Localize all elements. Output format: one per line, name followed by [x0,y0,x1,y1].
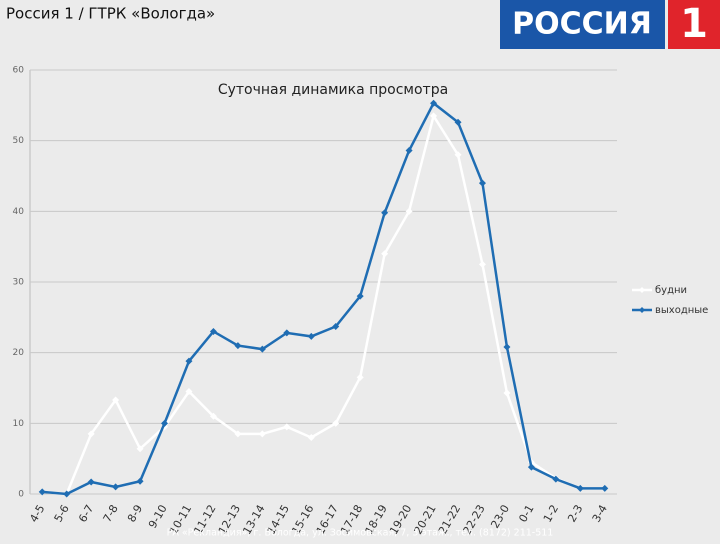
y-tick-label: 40 [13,207,25,217]
data-point [332,419,340,427]
data-point [307,433,315,441]
data-point [209,327,217,335]
legend-label: выходные [655,305,708,316]
logo-box [500,0,665,49]
data-point [381,209,389,217]
legend-label: будни [655,285,687,296]
data-point [332,323,340,331]
data-point [234,342,242,350]
legend-marker [639,287,645,293]
data-point [454,151,462,159]
data-point [283,329,291,337]
series-line [42,101,605,496]
data-point [283,423,291,431]
data-point [356,373,364,381]
logo-number: 1 [680,1,708,47]
legend-marker [639,307,645,313]
y-tick-label: 30 [13,278,25,288]
data-point [356,292,364,300]
y-tick-label: 50 [13,136,25,146]
data-point [136,445,144,453]
data-point [601,484,609,492]
page-title: Россия 1 / ГТРК «Вологда» [6,5,215,23]
data-point [405,207,413,215]
data-point [478,179,486,187]
data-point [258,345,266,353]
logo-word: РОССИЯ [512,7,652,42]
data-point [112,483,120,491]
data-point [136,477,144,485]
data-point [503,343,511,351]
data-point [503,389,511,397]
data-point [234,430,242,438]
data-point [381,250,389,258]
data-point [185,357,193,365]
data-point [87,430,95,438]
y-tick-label: 60 [13,66,25,76]
data-point [405,147,413,155]
data-point [307,332,315,340]
data-point [454,118,462,126]
chart-title: Суточная динамика просмотра [218,82,448,98]
data-point [112,396,120,404]
series-line [42,112,605,496]
data-point [209,412,217,420]
data-point [161,419,169,427]
y-tick-label: 20 [13,348,25,358]
data-point [87,478,95,486]
logo-number-box [668,0,720,49]
data-point [552,475,560,483]
data-point [430,112,438,120]
data-point [527,463,535,471]
data-point [430,99,438,107]
footer: РА «Рекландия», г. Вологда, ул. Зосимовс… [167,528,554,539]
data-point [185,388,193,396]
data-point [38,488,46,496]
y-tick-label: 0 [18,490,24,500]
data-point [576,484,584,492]
data-point [63,490,71,498]
y-tick-label: 10 [13,419,25,429]
data-point [258,430,266,438]
data-point [478,260,486,268]
